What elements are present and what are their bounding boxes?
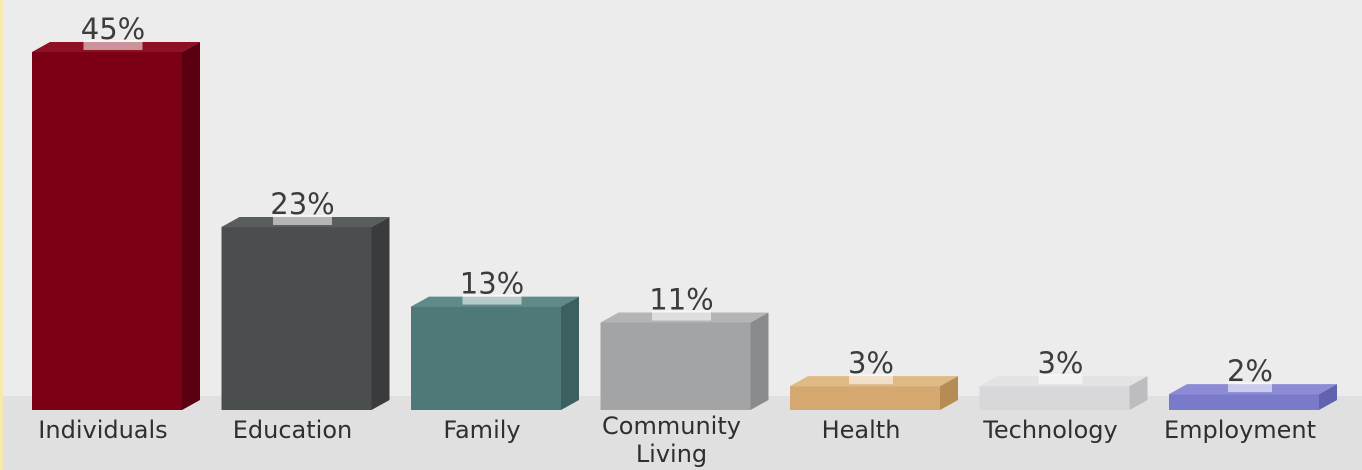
bar [1169,394,1319,410]
bar-side [561,296,579,410]
category-label: Living [636,440,707,468]
category-label: Health [822,416,901,444]
bar [790,386,940,410]
bar-side [940,376,958,410]
value-label-plate [462,294,522,305]
bar [600,322,751,410]
value-label-plate [1228,382,1272,393]
value-label: 11% [649,282,713,316]
left-accent-line [0,0,3,470]
value-label: 45% [81,12,145,46]
value-label: 3% [1037,346,1083,380]
category-label: Technology [982,416,1117,444]
category-label: Employment [1164,416,1316,444]
bar-side [182,42,200,410]
value-label-plate [1038,374,1083,385]
value-label: 23% [270,187,334,221]
value-label-plate [83,40,143,50]
category-label: Family [443,416,520,444]
bar [411,306,561,410]
bar [979,386,1130,410]
bar-side [371,217,390,410]
value-label-plate [652,310,711,321]
value-label-plate [849,374,893,385]
value-label: 2% [1227,354,1273,388]
bar-side [1319,384,1337,410]
value-label-plate [273,215,332,226]
category-label: Education [233,416,352,444]
bar [32,52,182,410]
bar-side [1129,376,1148,410]
value-label: 3% [848,346,894,380]
bar-side [750,312,769,410]
category-label: Individuals [38,416,167,444]
value-label: 13% [460,267,524,301]
bar [221,227,372,410]
category-label: Community [602,412,741,440]
